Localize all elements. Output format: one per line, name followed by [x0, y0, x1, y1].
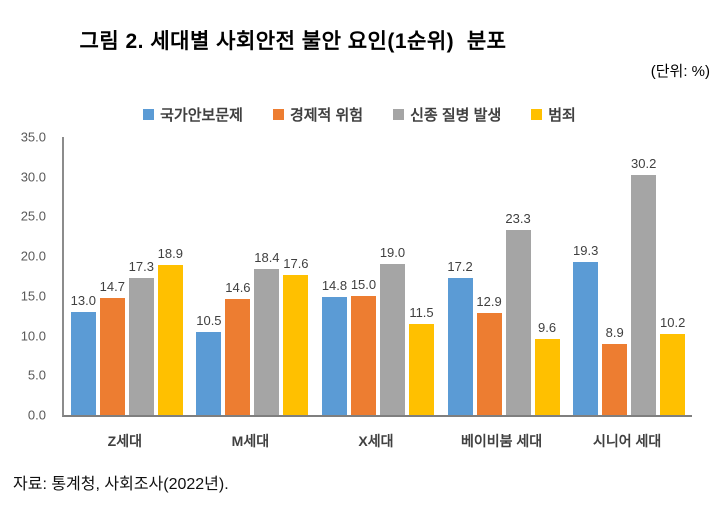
y-tick-label: 20.0 — [20, 248, 46, 264]
bar-group: 13.0 14.7 17.3 18.9 — [64, 137, 190, 415]
bar-data-label: 18.9 — [157, 245, 183, 261]
bar-data-label: 15.0 — [350, 276, 377, 292]
y-tick-label: 5.0 — [27, 367, 46, 383]
legend-item: 국가안보문제 — [143, 104, 243, 125]
bar-data-label: 13.0 — [70, 292, 96, 308]
bar: 11.5 — [408, 305, 434, 415]
bar: 9.6 — [534, 320, 560, 415]
bar: 15.0 — [351, 277, 376, 415]
bar-group: 17.2 12.9 23.3 9.6 — [441, 137, 567, 415]
legend-swatch-icon — [272, 109, 284, 120]
bar-data-label: 14.8 — [321, 278, 348, 294]
legend-item: 경제적 위험 — [272, 104, 364, 125]
bar: 8.9 — [602, 325, 628, 415]
x-category-label: M세대 — [231, 433, 270, 449]
bar: 17.6 — [283, 256, 309, 415]
bar: 10.2 — [660, 315, 685, 415]
bar: 12.9 — [476, 294, 502, 415]
bar-data-label: 23.3 — [505, 210, 531, 226]
bar-data-label: 19.3 — [573, 242, 599, 258]
bar-data-label: 12.9 — [476, 293, 502, 309]
bar-data-label: 14.7 — [99, 279, 125, 295]
y-axis: 0.0 5.0 10.0 15.0 20.0 25.0 30.0 35.0 — [0, 130, 46, 423]
legend-label: 범죄 — [548, 107, 576, 124]
bar: 13.0 — [71, 293, 96, 415]
plot-area: 13.0 14.7 17.3 18.9 10.5 14.6 18.4 17.6 14.8 15.0… — [62, 137, 692, 417]
legend-label: 국가안보문제 — [160, 107, 243, 124]
bar: 19.0 — [380, 245, 405, 415]
bar-group: 10.5 14.6 18.4 17.6 — [190, 137, 316, 415]
bar: 19.3 — [573, 243, 598, 415]
source-note: 자료: 통계청, 사회조사(2022년). — [13, 476, 229, 493]
bar: 23.3 — [505, 211, 531, 415]
legend-swatch-icon — [143, 109, 155, 120]
bar-data-label: 10.5 — [196, 312, 222, 328]
x-category-label: Z세대 — [107, 433, 142, 449]
x-category-label: X세대 — [358, 433, 394, 449]
bar-group: 14.8 15.0 19.0 11.5 — [315, 137, 441, 415]
legend-label: 경제적 위험 — [289, 107, 364, 124]
y-tick-label: 25.0 — [20, 208, 46, 224]
y-tick-label: 0.0 — [27, 407, 46, 423]
bar-data-label: 9.6 — [538, 319, 557, 335]
legend-swatch-icon — [531, 109, 543, 120]
x-axis: Z세대 M세대 X세대 베이비붐 세대 시니어 세대 — [62, 417, 690, 451]
bar-data-label: 19.0 — [379, 245, 406, 261]
bar: 30.2 — [631, 156, 656, 415]
bar: 17.2 — [447, 259, 473, 415]
legend-label: 신종 질병 발생 — [410, 107, 502, 124]
y-tick-label: 30.0 — [20, 169, 46, 185]
bar: 14.6 — [225, 280, 251, 415]
legend-swatch-icon — [393, 109, 405, 120]
y-tick-label: 35.0 — [20, 129, 46, 145]
bar: 14.8 — [322, 278, 347, 415]
bar: 18.4 — [254, 250, 280, 415]
bar-data-label: 8.9 — [605, 325, 624, 341]
bar-data-label: 17.3 — [128, 258, 154, 274]
bar-data-label: 18.4 — [254, 249, 280, 265]
legend-item: 신종 질병 발생 — [393, 104, 501, 125]
y-tick-label: 15.0 — [20, 288, 46, 304]
bar-data-label: 11.5 — [409, 304, 434, 320]
y-tick-label: 10.0 — [20, 328, 46, 344]
bar-data-label: 14.6 — [225, 280, 251, 295]
bar-data-label: 30.2 — [631, 156, 657, 172]
legend-item: 범죄 — [531, 104, 576, 125]
bar: 18.9 — [158, 246, 183, 415]
chart-title: 그림 2. 세대별 사회안전 불안 요인(1순위) 분포 — [79, 30, 507, 53]
x-category-label: 시니어 세대 — [593, 433, 662, 449]
unit-label: (단위: %) — [650, 63, 710, 80]
bar-data-label: 17.6 — [283, 256, 309, 272]
bar-data-label: 10.2 — [660, 315, 686, 330]
bar-group: 19.3 8.9 30.2 10.2 — [566, 137, 692, 415]
legend: 국가안보문제 경제적 위험 신종 질병 발생 범죄 — [0, 104, 719, 125]
bar: 14.7 — [100, 279, 125, 415]
bar-data-label: 17.2 — [447, 259, 473, 275]
x-category-label: 베이비붐 세대 — [460, 433, 543, 449]
bar: 10.5 — [196, 313, 222, 415]
bar: 17.3 — [129, 259, 154, 415]
